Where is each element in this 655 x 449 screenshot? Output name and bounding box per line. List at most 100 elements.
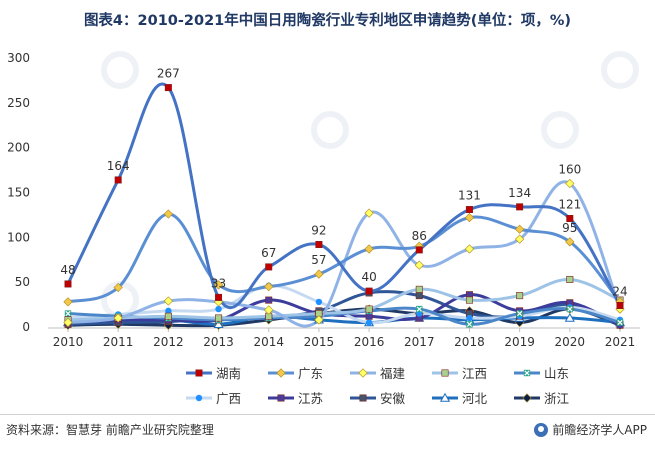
data-point [566, 275, 574, 283]
x-tick-label: 2020 [555, 335, 586, 349]
legend-swatch-marker [195, 369, 203, 377]
data-point [515, 234, 525, 244]
data-point [114, 176, 122, 184]
x-axis: 2010 2011 2012 2013 2014 2015 2016 2017 2018 2019… [48, 327, 640, 349]
y-tick-label: 50 [15, 275, 30, 289]
legend-swatch-marker [524, 370, 530, 376]
data-point [516, 292, 524, 300]
data-point [515, 224, 525, 234]
y-axis: 0 50 100 150 200 250 300 [7, 51, 30, 334]
data-point [415, 292, 423, 300]
data-point [65, 310, 71, 317]
series-line-福建 [66, 180, 622, 328]
data-point [264, 282, 274, 292]
brand: 前瞻经济学人APP [534, 421, 647, 438]
data-point [415, 246, 423, 254]
data-point [213, 319, 224, 329]
data-point [565, 237, 575, 247]
data-point [315, 241, 323, 249]
data-label: 33 [211, 276, 226, 290]
data-point [567, 306, 573, 312]
data-point [466, 321, 473, 327]
data-point [517, 310, 523, 317]
data-point [414, 260, 424, 270]
data-point [466, 314, 473, 322]
x-tick-label: 2017 [404, 335, 435, 349]
legend-label: 江西 [462, 366, 487, 381]
data-point [566, 215, 574, 223]
data-label: 86 [412, 229, 427, 243]
data-point [314, 315, 324, 325]
data-label: 134 [508, 186, 531, 200]
legend-swatch-marker [522, 393, 532, 403]
brand-logo-icon [534, 422, 549, 437]
legend-swatch-marker [358, 368, 368, 378]
data-label: 131 [458, 189, 481, 203]
data-point [215, 293, 223, 301]
data-point [465, 296, 473, 304]
data-point [164, 84, 172, 92]
y-tick-label: 0 [22, 320, 30, 334]
data-label: 267 [157, 67, 180, 81]
legend-item: 山东 [514, 366, 569, 381]
data-point [264, 305, 274, 315]
legend-label: 湖南 [216, 366, 241, 381]
data-point [215, 305, 222, 313]
x-tick-label: 2014 [253, 335, 284, 349]
data-point [165, 307, 172, 315]
data-point [113, 282, 123, 293]
legend-item: 广西 [186, 391, 241, 406]
data-label: 24 [612, 284, 627, 298]
data-labels: 48 164 267 33 67 92 40 86 131 134 121 24 57 95 160 [60, 67, 627, 299]
data-label: 40 [361, 270, 376, 284]
data-point [364, 208, 374, 218]
data-label: 48 [60, 263, 75, 277]
legend-label: 江苏 [298, 391, 323, 406]
chart-title: 图表4：2010-2021年中国日用陶瓷行业专利地区申请趋势(单位：项，%) [83, 13, 572, 29]
data-point [464, 212, 475, 223]
legend-swatch-marker [195, 394, 203, 402]
data-point [314, 269, 324, 279]
y-tick-label: 100 [7, 230, 30, 244]
data-point [163, 296, 173, 306]
data-point [163, 209, 173, 219]
legend-label: 福建 [380, 366, 406, 381]
legend-swatch-marker [439, 392, 451, 402]
x-tick-label: 2016 [354, 335, 385, 349]
data-point [516, 203, 524, 211]
legend-item: 浙江 [514, 391, 569, 406]
watermark-logo-icon [541, 111, 579, 149]
source-note: 资料来源：智慧芽 前瞻产业研究院整理 [6, 423, 214, 437]
data-label: 57 [311, 253, 326, 267]
data-point [617, 319, 623, 326]
legend-item: 江苏 [268, 391, 323, 406]
y-tick-label: 250 [7, 96, 30, 110]
data-point [416, 306, 422, 312]
legend-label: 山东 [544, 366, 569, 381]
x-tick-label: 2019 [504, 335, 535, 349]
data-point [365, 319, 373, 326]
data-point [365, 287, 373, 295]
data-point [415, 285, 423, 293]
watermark-logo-icon [601, 51, 639, 89]
legend-label: 浙江 [544, 391, 569, 406]
x-tick-label: 2013 [203, 335, 234, 349]
data-point [364, 244, 374, 254]
y-tick-label: 200 [7, 141, 30, 155]
legend-label: 广东 [298, 366, 323, 381]
x-tick-label: 2021 [605, 335, 636, 349]
legend-swatch-marker [276, 368, 286, 378]
legend-swatch-marker [359, 394, 367, 402]
legend-swatch-marker [441, 369, 449, 377]
legend-label: 河北 [462, 391, 488, 406]
data-point [616, 301, 624, 309]
data-label: 67 [261, 246, 276, 260]
y-tick-label: 300 [7, 51, 30, 65]
data-point [464, 244, 475, 254]
x-tick-label: 2018 [454, 335, 485, 349]
data-point [213, 280, 224, 290]
data-point [63, 317, 73, 328]
legend-item: 广东 [268, 366, 323, 381]
